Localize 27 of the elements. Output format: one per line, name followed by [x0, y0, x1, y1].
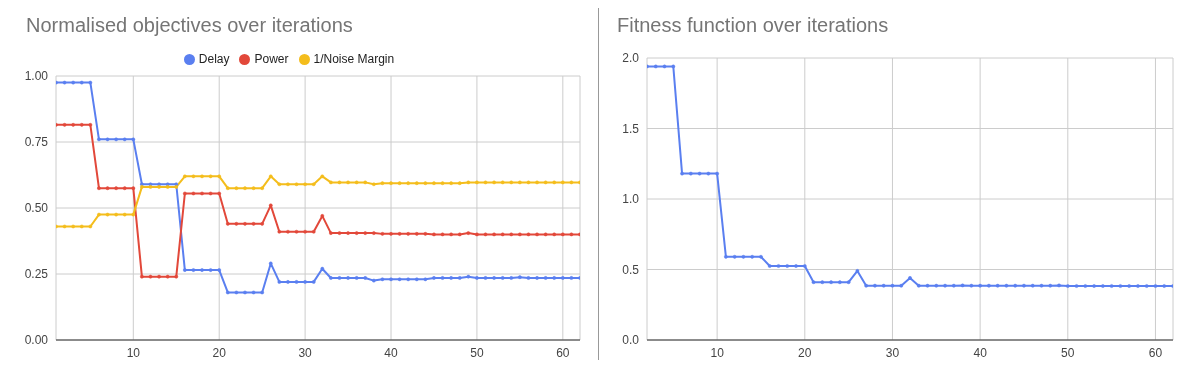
y-tick-label: 0.00 — [24, 333, 49, 348]
y-tick-label: 1.5 — [622, 121, 640, 136]
y-tick-label: 0.5 — [622, 262, 640, 277]
chart-title: Fitness function over iterations — [616, 13, 890, 38]
x-tick-label: 30 — [298, 345, 313, 360]
legend-label: Power — [254, 52, 289, 66]
y-tick-label: 1.00 — [24, 69, 49, 84]
x-tick-label: 30 — [885, 345, 900, 360]
x-tick-label: 20 — [212, 345, 227, 360]
y-tick-label: 0.75 — [24, 135, 49, 150]
x-tick-label: 10 — [126, 345, 141, 360]
x-tick-label: 40 — [384, 345, 399, 360]
x-tick-label: 10 — [710, 345, 725, 360]
x-tick-label: 60 — [1148, 345, 1163, 360]
x-tick-label: 60 — [556, 345, 570, 360]
y-tick-label: 1.0 — [622, 192, 640, 207]
x-tick-label: 40 — [973, 345, 988, 360]
legend-label: Delay — [198, 52, 230, 66]
y-tick-label: 0.0 — [622, 333, 640, 348]
x-tick-label: 50 — [470, 345, 484, 360]
chart-title: Normalised objectives over iterations — [25, 13, 354, 38]
x-tick-label: 50 — [1061, 345, 1075, 360]
y-tick-label: 0.25 — [24, 267, 49, 282]
y-tick-label: 0.50 — [24, 201, 49, 216]
legend-label: 1/Noise Margin — [313, 52, 395, 66]
x-tick-label: 20 — [798, 345, 812, 360]
y-tick-label: 2.0 — [622, 51, 640, 66]
